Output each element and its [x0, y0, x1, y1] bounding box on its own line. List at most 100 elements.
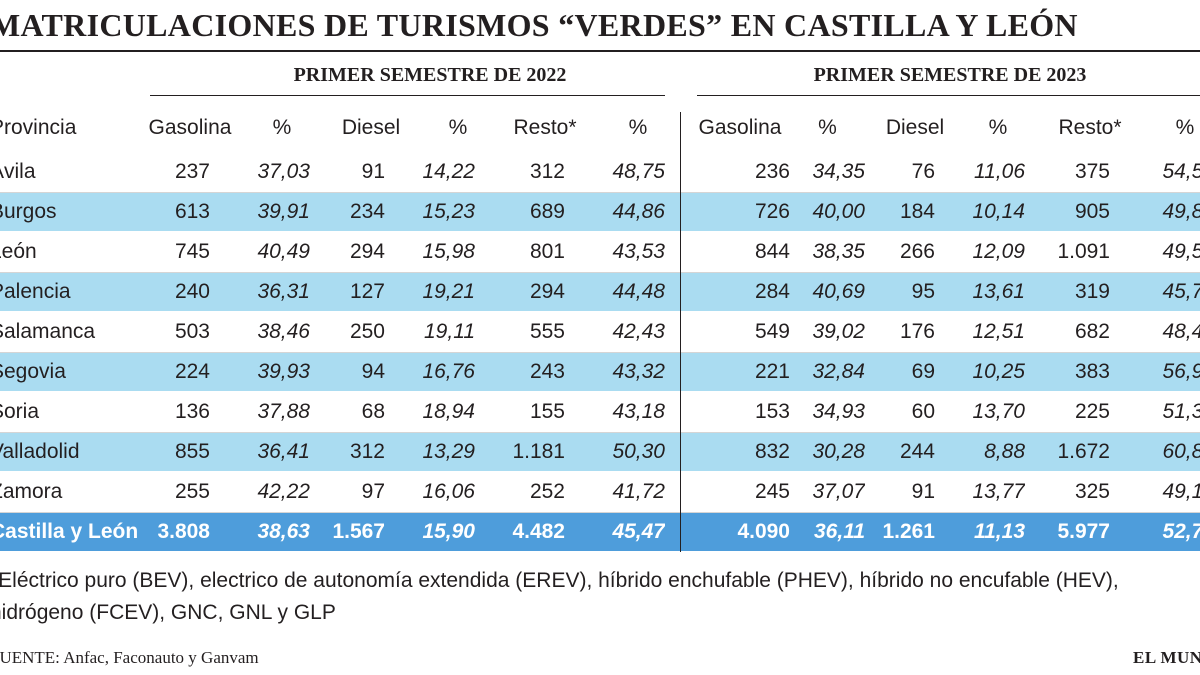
- table-cell: 255: [174, 480, 210, 503]
- table-cell: 555: [529, 320, 565, 343]
- table-cell: 312: [529, 160, 565, 183]
- column-header: %: [448, 116, 468, 139]
- table-cell: 91: [361, 160, 385, 183]
- table-cell: 37,07: [812, 480, 865, 503]
- table-cell: 244: [899, 440, 935, 463]
- table-cell: 312: [349, 440, 385, 463]
- table-cell: 19,11: [424, 320, 475, 343]
- province-name: Ávila: [0, 160, 36, 183]
- table-cell: 284: [754, 280, 790, 303]
- row-divider: [0, 512, 1200, 513]
- table-cell: 13,61: [972, 280, 1025, 303]
- table-cell: 225: [1074, 400, 1110, 423]
- table-cell: 726: [754, 200, 790, 223]
- table-cell: 234: [349, 200, 385, 223]
- table-cell: 38,46: [257, 320, 310, 343]
- table-cell: 11,06: [974, 160, 1025, 183]
- total-cell: 15,90: [422, 520, 475, 543]
- table-row: [0, 353, 1200, 391]
- table-cell: 60: [911, 400, 935, 423]
- table-cell: 15,23: [422, 200, 475, 223]
- table-cell: 319: [1074, 280, 1110, 303]
- total-cell: 45,47: [612, 520, 665, 543]
- table-cell: 40,49: [257, 240, 310, 263]
- table-cell: 40,69: [812, 280, 865, 303]
- table-cell: 43,53: [612, 240, 665, 263]
- table-cell: 41,72: [612, 480, 665, 503]
- table-cell: 19,21: [422, 280, 475, 303]
- table-cell: 69: [911, 360, 935, 383]
- table-cell: 613: [174, 200, 210, 223]
- table-cell: 32,84: [812, 360, 865, 383]
- table-cell: 51,37: [1162, 400, 1200, 423]
- table-cell: 36,41: [257, 440, 310, 463]
- table-cell: 832: [754, 440, 790, 463]
- source-note: FUENTE: Anfac, Faconauto y Ganvam: [0, 648, 259, 667]
- footnote-line-1: *Eléctrico puro (BEV), electrico de auto…: [0, 569, 1119, 592]
- table-cell: 237: [174, 160, 210, 183]
- table-cell: 13,70: [972, 400, 1025, 423]
- table-cell: 184: [899, 200, 935, 223]
- table-cell: 39,02: [812, 320, 865, 343]
- row-divider: [0, 272, 1200, 273]
- table-cell: 224: [174, 360, 210, 383]
- total-cell: 11,13: [974, 520, 1025, 543]
- table-cell: 240: [174, 280, 210, 303]
- table-cell: 43,18: [612, 400, 665, 423]
- table-cell: 36,31: [257, 280, 310, 303]
- table-cell: 54,59: [1162, 160, 1200, 183]
- row-divider: [0, 192, 1200, 193]
- row-divider: [0, 432, 1200, 433]
- table-row: [0, 273, 1200, 311]
- province-name: Segovia: [0, 360, 66, 383]
- table-cell: 44,86: [612, 200, 665, 223]
- total-cell: 3.808: [157, 520, 210, 543]
- total-cell: 38,63: [257, 520, 310, 543]
- period-2023-rule: [697, 95, 1200, 96]
- column-header: Resto*: [513, 116, 577, 139]
- total-cell: 36,11: [814, 520, 865, 543]
- total-cell: 5.977: [1057, 520, 1110, 543]
- table-cell: 844: [754, 240, 790, 263]
- table-cell: 12,51: [972, 320, 1025, 343]
- column-header: %: [818, 116, 837, 139]
- table-cell: 294: [349, 240, 385, 263]
- table-cell: 243: [529, 360, 565, 383]
- table-row: [0, 433, 1200, 471]
- table-cell: 155: [529, 400, 565, 423]
- table-cell: 49,86: [1162, 200, 1200, 223]
- table-cell: 49,56: [1162, 240, 1200, 263]
- table-cell: 34,93: [812, 400, 865, 423]
- total-cell: 4.090: [737, 520, 790, 543]
- table-cell: 39,91: [257, 200, 310, 223]
- table-cell: 39,93: [257, 360, 310, 383]
- table-cell: 10,14: [972, 200, 1025, 223]
- period-2023-heading: PRIMER SEMESTRE DE 2023: [813, 64, 1087, 86]
- table-cell: 252: [529, 480, 565, 503]
- column-header: Gasolina: [148, 116, 232, 139]
- table-cell: 37,03: [257, 160, 310, 183]
- province-name: Zamora: [0, 480, 63, 503]
- table-cell: 56,91: [1162, 360, 1200, 383]
- column-header: %: [272, 116, 292, 139]
- table-cell: 44,48: [612, 280, 665, 303]
- table-cell: 127: [349, 280, 385, 303]
- table-cell: 801: [529, 240, 565, 263]
- table-cell: 1.091: [1057, 240, 1110, 263]
- table-cell: 266: [899, 240, 935, 263]
- total-row: [0, 513, 1200, 551]
- table-cell: 42,22: [257, 480, 310, 503]
- table-cell: 50,30: [612, 440, 665, 463]
- table-cell: 40,00: [812, 200, 865, 223]
- table-cell: 245: [754, 480, 790, 503]
- period-2022-heading: PRIMER SEMESTRE DE 2022: [293, 64, 567, 86]
- table-cell: 14,22: [422, 160, 475, 183]
- period-2022-rule: [150, 95, 665, 96]
- column-header: Resto*: [1058, 116, 1122, 139]
- table-cell: 745: [174, 240, 210, 263]
- title-divider: [0, 50, 1200, 52]
- table-cell: 18,94: [422, 400, 475, 423]
- table-cell: 16,06: [422, 480, 475, 503]
- column-header: Diesel: [885, 116, 945, 139]
- table-cell: 8,88: [984, 440, 1025, 463]
